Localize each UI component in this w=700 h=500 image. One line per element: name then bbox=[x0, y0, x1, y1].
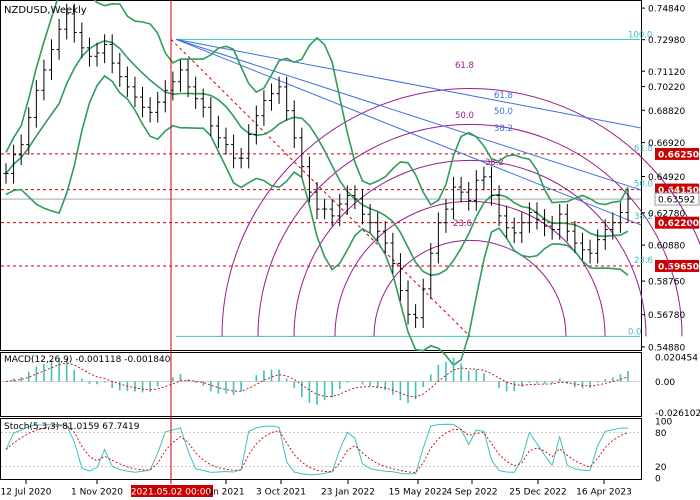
fib-fan-label: 38.2 bbox=[494, 124, 513, 134]
price-axis-label: 0.68820 bbox=[648, 107, 685, 117]
time-axis-label: 1 Nov 2020 bbox=[71, 488, 123, 498]
fib-arc-label: 61.8 bbox=[455, 61, 474, 71]
price-level-label: 0.59650 bbox=[658, 262, 699, 272]
time-axis-label: 4 Sep 2022 bbox=[446, 488, 497, 498]
price-axis-label: 0.64920 bbox=[648, 173, 685, 183]
price-level-badge bbox=[655, 259, 699, 272]
fib-level-label: 23.6 bbox=[634, 256, 653, 266]
time-axis: 12 Jul 2020 1 Nov 2020 2021.05.02 00:00un … bbox=[1, 480, 632, 498]
fib-arc bbox=[334, 200, 606, 337]
time-axis-label: 23 Jan 2022 bbox=[321, 488, 375, 498]
price-axis-label: 0.60880 bbox=[648, 242, 685, 252]
fib-level-label: 0.0 bbox=[628, 327, 642, 337]
price-level-label: 0.62200 bbox=[658, 219, 699, 229]
bollinger-middle-band bbox=[5, 39, 629, 277]
stochastic-label: Stoch(5,3,3) 81.0159 67.7419 bbox=[4, 422, 140, 432]
fib-fan-line bbox=[175, 38, 642, 191]
stoch-pane-frame bbox=[0, 418, 642, 480]
price-axis-label: 0.56780 bbox=[648, 311, 685, 321]
stoch-axis-label: 0 bbox=[655, 475, 661, 485]
fib-arc-label: 50.0 bbox=[455, 111, 474, 121]
macd-indicator: 0.020454 0.00 -0.026102 bbox=[1, 353, 700, 419]
fibonacci-retracement: 100.0 61.8 50.0 38.2 23.6 0.0 bbox=[176, 30, 653, 337]
fib-arc bbox=[373, 240, 567, 337]
price-series bbox=[3, 3, 631, 328]
crosshair-time-badge bbox=[131, 485, 213, 497]
stoch-axis-label: 100 bbox=[655, 418, 672, 428]
time-axis-label: 15 May 2022 bbox=[389, 488, 448, 498]
price-pane-frame bbox=[0, 0, 642, 351]
fib-arc-label: 38.2 bbox=[485, 158, 504, 168]
time-axis-label: 16 Apr 2023 bbox=[576, 488, 632, 498]
fib-fan-label: 50.0 bbox=[494, 107, 513, 117]
chart-title: NZDUSD,Weekly bbox=[4, 5, 87, 16]
price-levels: 0.66250 0.64150 0.62200 0.59650 0.63592 bbox=[1, 147, 700, 272]
price-axis-label: 0.58760 bbox=[648, 278, 685, 288]
price-level-label: 0.64150 bbox=[658, 186, 699, 196]
price-level-label: 0.66250 bbox=[658, 150, 699, 160]
fibonacci-fan: 61.8 50.0 38.2 bbox=[175, 38, 642, 226]
stoch-d-line bbox=[5, 425, 629, 474]
price-axis-label: 0.74840 bbox=[648, 5, 685, 15]
fib-level-label: 38.2 bbox=[634, 212, 653, 222]
time-axis-label: 12 Jul 2020 bbox=[1, 488, 52, 498]
time-axis-label: 3 Oct 2021 bbox=[256, 488, 306, 498]
price-axis-label: 0.72980 bbox=[648, 36, 685, 46]
fib-level-label: 50.0 bbox=[634, 180, 653, 190]
crosshair-time-label: 2021.05.02 00:00 bbox=[131, 488, 212, 498]
price-axis: 0.74840 0.72980 0.71120 0.70220 0.68820 0.669… bbox=[641, 5, 685, 353]
stoch-axis-label: 20 bbox=[655, 463, 667, 473]
fib-fan-line bbox=[175, 38, 642, 129]
price-axis-label: 0.70220 bbox=[648, 83, 685, 93]
macd-axis-label: 0.00 bbox=[655, 378, 675, 388]
fib-level-label: 100.0 bbox=[628, 30, 652, 40]
macd-axis-label: 0.020454 bbox=[655, 353, 698, 363]
time-axis-label: un 2021 bbox=[207, 488, 244, 498]
time-axis-label: 25 Dec 2022 bbox=[509, 488, 567, 498]
stoch-k-line bbox=[5, 423, 628, 476]
price-axis-label: 0.71120 bbox=[648, 68, 685, 78]
trend-diagonal-line bbox=[170, 38, 471, 337]
price-axis-label: 0.62780 bbox=[648, 209, 685, 219]
fib-fan-label: 61.8 bbox=[494, 91, 513, 101]
price-level-badge bbox=[655, 147, 699, 160]
current-price-label: 0.63592 bbox=[658, 196, 695, 206]
macd-axis-label: -0.026102 bbox=[655, 409, 700, 419]
bollinger-bands bbox=[5, 0, 629, 367]
stoch-axis-label: 80 bbox=[655, 429, 667, 439]
fib-arc bbox=[257, 124, 683, 337]
macd-label: MACD(12,26,9) -0.001118 -0.001840 bbox=[4, 355, 171, 365]
fibonacci-arcs: 61.8 50.0 38.2 23.6 bbox=[170, 38, 700, 337]
fib-arc bbox=[293, 160, 647, 337]
fib-fan-line bbox=[175, 38, 642, 226]
macd-pane-frame bbox=[0, 352, 642, 417]
bollinger-lower-band bbox=[5, 74, 629, 367]
price-axis-label: 0.66920 bbox=[648, 139, 685, 149]
price-axis-label: 0.54880 bbox=[648, 343, 685, 353]
price-level-badge bbox=[655, 216, 699, 229]
fib-level-label: 61.8 bbox=[634, 144, 653, 154]
bollinger-upper-band bbox=[5, 0, 629, 206]
fib-arc bbox=[221, 87, 700, 337]
fib-arc-label: 23.6 bbox=[453, 219, 472, 229]
